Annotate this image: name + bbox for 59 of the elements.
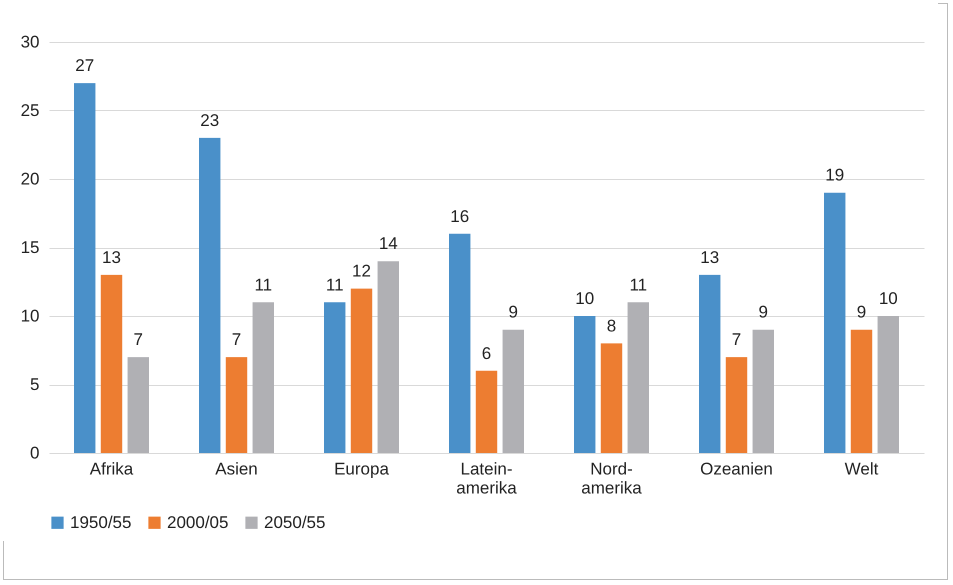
bar: [350, 288, 372, 453]
bar: [449, 234, 470, 453]
y-tick-label: 0: [30, 444, 40, 462]
y-tick-label: 20: [20, 170, 40, 188]
bar: [699, 274, 720, 453]
data-label: 10: [878, 289, 898, 308]
bar: [600, 343, 622, 453]
data-label: 11: [326, 275, 344, 294]
bar: [226, 357, 248, 453]
data-label: 7: [232, 330, 242, 350]
bar: [252, 302, 274, 453]
data-label: 10: [575, 289, 594, 308]
legend-label: 1950/55: [70, 512, 132, 532]
bar: [850, 330, 872, 453]
data-label: 11: [254, 275, 272, 294]
data-label: 11: [629, 275, 648, 294]
bar: [878, 316, 899, 453]
data-label: 9: [856, 302, 866, 322]
legend-label: 2050/55: [264, 512, 326, 532]
x-tick-label: Europa: [334, 460, 390, 478]
x-tick-label: Afrika: [90, 460, 134, 478]
x-tick-label: Asien: [215, 460, 258, 478]
bar: [74, 83, 96, 453]
bar: [752, 330, 774, 453]
bar: [128, 357, 149, 453]
legend-label: 2000/05: [167, 512, 228, 532]
data-label: 27: [75, 56, 94, 76]
bar: [476, 370, 498, 453]
data-label: 9: [758, 302, 768, 322]
x-tick-label: Welt: [844, 460, 879, 478]
y-tick-label: 25: [20, 101, 40, 120]
x-tick-label: Ozeanien: [700, 460, 773, 478]
data-label: 7: [134, 330, 144, 350]
data-label: 12: [352, 262, 371, 281]
data-label: 19: [825, 166, 844, 185]
y-tick-label: 15: [20, 238, 40, 257]
data-label: 6: [482, 344, 492, 363]
bar: [726, 357, 748, 453]
data-label: 23: [200, 110, 220, 130]
bar: [324, 302, 346, 453]
data-label: 8: [606, 316, 616, 336]
bar: [574, 316, 596, 453]
bar: [628, 302, 649, 453]
data-label: 16: [450, 206, 470, 226]
data-label: 13: [102, 248, 121, 267]
data-label: 7: [732, 330, 742, 350]
y-tick-label: 5: [30, 375, 40, 394]
data-label: 9: [508, 302, 518, 322]
bar: [378, 261, 399, 453]
y-tick-label: 10: [20, 306, 40, 326]
data-label: 13: [700, 248, 720, 267]
x-tick-label: Nord- amerika: [581, 460, 642, 498]
x-tick-label: Latein- amerika: [456, 460, 518, 498]
bar: [100, 274, 122, 453]
bar: [502, 330, 524, 453]
data-label: 14: [378, 234, 398, 254]
bar: [824, 192, 846, 453]
y-tick-label: 30: [20, 32, 40, 52]
bar: [199, 138, 220, 453]
